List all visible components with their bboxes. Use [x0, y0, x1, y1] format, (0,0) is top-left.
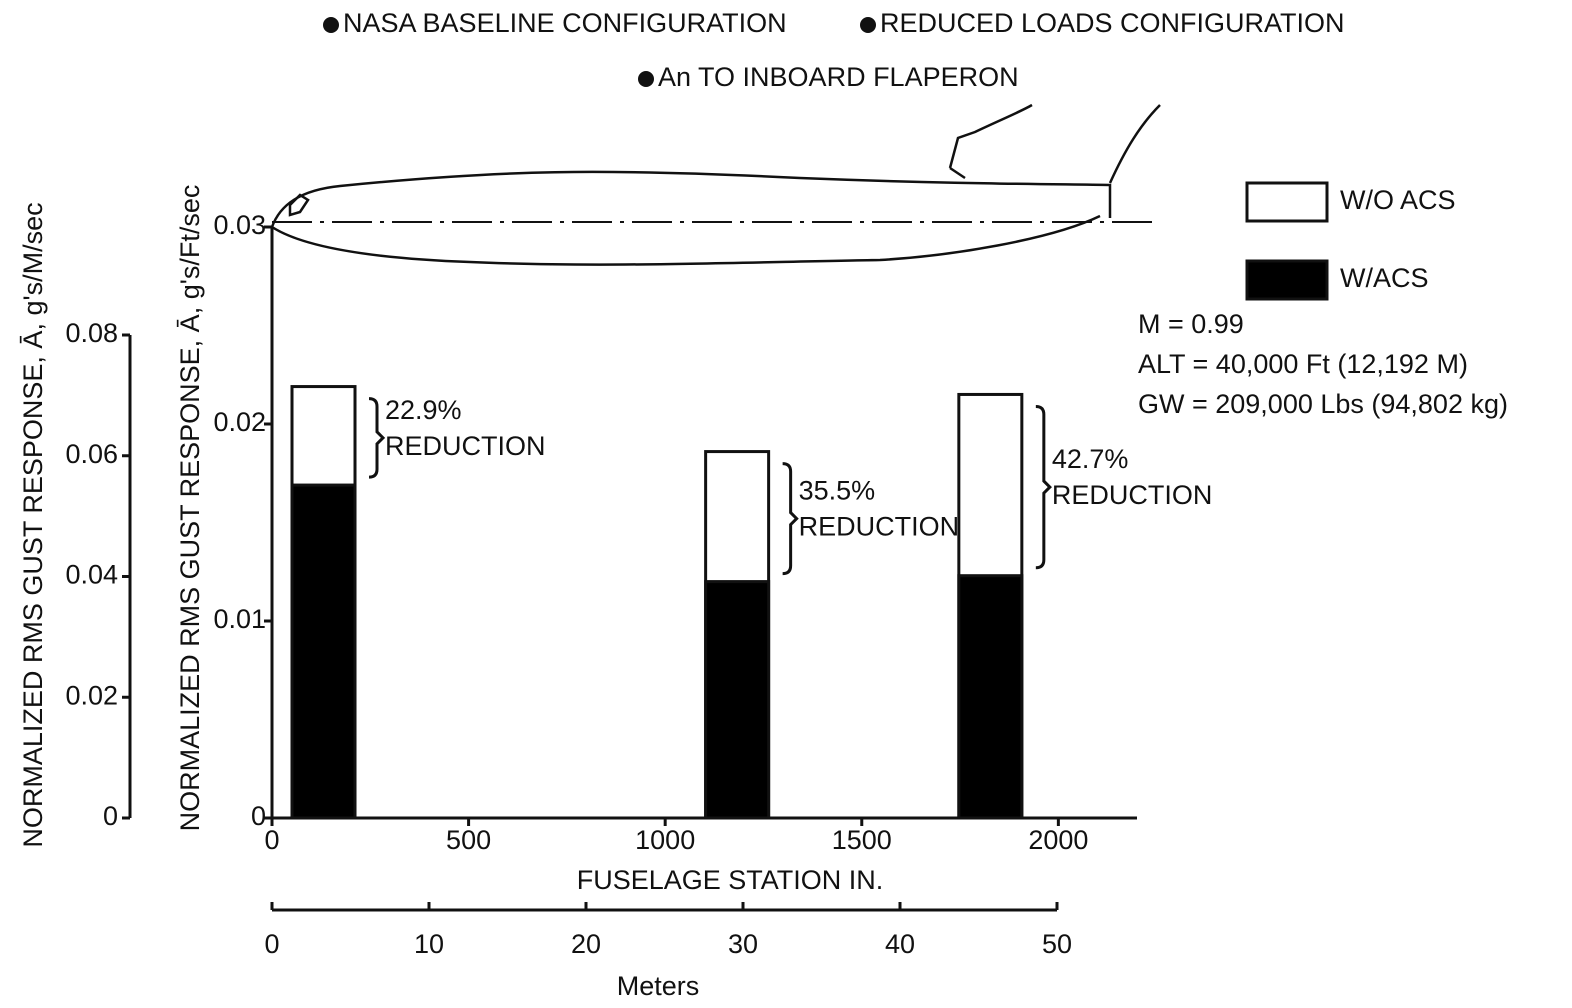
y-tick-label: 0.03: [213, 210, 266, 240]
y-tick-label: 0.01: [213, 604, 266, 634]
legend-swatch: [1247, 261, 1327, 299]
y2-tick-label: 0.08: [65, 318, 118, 348]
bullet: [638, 71, 654, 87]
reduction-percent: 35.5%: [799, 476, 876, 506]
condition-text: M = 0.99: [1138, 309, 1244, 339]
bar: [706, 582, 769, 818]
reduction-text: REDUCTION: [1052, 480, 1213, 510]
y2-tick-label: 0: [103, 801, 118, 831]
x-tick-label: 500: [446, 825, 491, 855]
airplane-outline: [272, 105, 1160, 265]
y2-tick-label: 0.04: [65, 560, 118, 590]
reduction-percent: 22.9%: [385, 395, 462, 425]
x2-axis-title: Meters: [617, 971, 700, 1001]
legend-label: W/O ACS: [1340, 185, 1456, 215]
bar: [292, 485, 355, 818]
reduction-percent: 42.7%: [1052, 444, 1129, 474]
chart: NASA BASELINE CONFIGURATION REDUCED LOAD…: [0, 0, 1572, 1008]
y2-tick-label: 0.06: [65, 439, 118, 469]
x2-tick-label: 30: [728, 929, 758, 959]
legend-label: W/ACS: [1340, 263, 1429, 293]
reduction-text: REDUCTION: [799, 512, 960, 542]
bullet: [323, 17, 339, 33]
reduction-bracket: [1036, 406, 1050, 567]
y2-tick-label: 0.02: [65, 680, 118, 710]
x-tick-label: 2000: [1028, 825, 1088, 855]
bar: [959, 576, 1022, 818]
x-tick-label: 1000: [635, 825, 695, 855]
reduction-bracket: [369, 399, 383, 478]
legend-swatch: [1247, 183, 1327, 221]
header-text: REDUCED LOADS CONFIGURATION: [880, 8, 1345, 38]
x-tick-label: 1500: [832, 825, 892, 855]
reduction-text: REDUCTION: [385, 431, 546, 461]
y2-axis-title: NORMALIZED RMS GUST RESPONSE, Ā, g's/M/s…: [18, 202, 48, 847]
x2-tick-label: 20: [571, 929, 601, 959]
x-tick-label: 0: [264, 825, 279, 855]
condition-text: ALT = 40,000 Ft (12,192 M): [1138, 349, 1468, 379]
y-tick-label: 0.02: [213, 407, 266, 437]
header-text: NASA BASELINE CONFIGURATION: [343, 8, 787, 38]
x2-tick-label: 40: [885, 929, 915, 959]
condition-text: GW = 209,000 Lbs (94,802 kg): [1138, 389, 1508, 419]
x2-tick-label: 0: [264, 929, 279, 959]
header-text: An TO INBOARD FLAPERON: [658, 62, 1019, 92]
reduction-bracket: [783, 464, 797, 574]
x-axis-title: FUSELAGE STATION IN.: [577, 865, 884, 895]
x2-tick-label: 10: [414, 929, 444, 959]
y-axis-title: NORMALIZED RMS GUST RESPONSE, Ā, g's/Ft/…: [175, 185, 205, 832]
x2-tick-label: 50: [1042, 929, 1072, 959]
bullet: [860, 17, 876, 33]
